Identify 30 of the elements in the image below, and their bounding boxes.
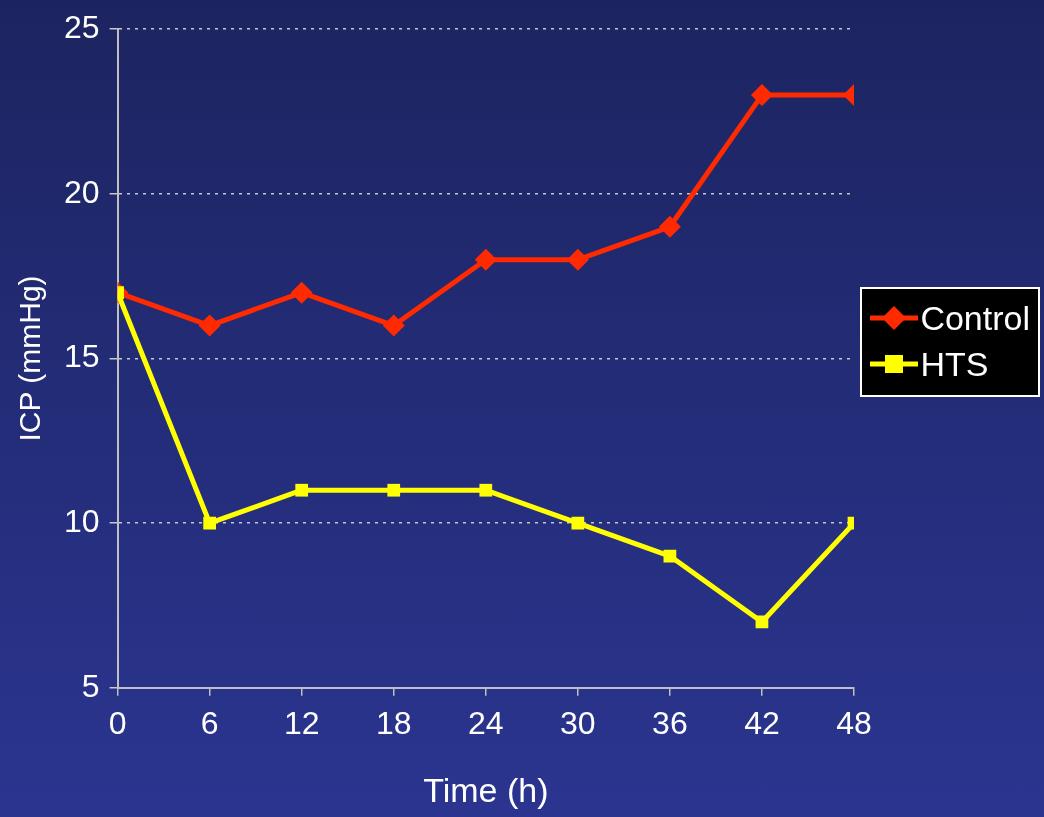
x-tick-label: 36 (652, 704, 688, 741)
point (203, 516, 217, 530)
y-tick-label: 5 (81, 667, 100, 704)
point (387, 483, 401, 497)
point (474, 248, 497, 271)
point (571, 516, 585, 530)
legend-label: Control (920, 298, 1030, 339)
x-tick-label: 48 (836, 704, 872, 741)
y-tick-label: 15 (64, 338, 100, 375)
x-tick-label: 24 (468, 704, 504, 741)
x-tick-label: 0 (108, 704, 127, 741)
y-axis-title: ICP (mmHg) (13, 275, 47, 442)
x-tick-label: 12 (283, 704, 320, 741)
point (198, 314, 221, 337)
y-tick-label: 25 (64, 9, 100, 46)
x-axis-title: Time (h) (423, 770, 549, 809)
point (290, 281, 313, 304)
point (382, 314, 405, 337)
point (566, 248, 589, 271)
y-tick-label: 10 (64, 502, 100, 539)
point (658, 215, 681, 238)
point (750, 84, 773, 107)
point (295, 483, 309, 497)
x-tick-label: 30 (560, 704, 596, 741)
x-tick-label: 42 (744, 704, 780, 741)
x-tick-label: 18 (375, 704, 412, 741)
y-tick-label: 20 (64, 173, 100, 210)
legend-label: HTS (920, 344, 989, 385)
x-tick-label: 6 (200, 704, 219, 741)
point (479, 483, 493, 497)
